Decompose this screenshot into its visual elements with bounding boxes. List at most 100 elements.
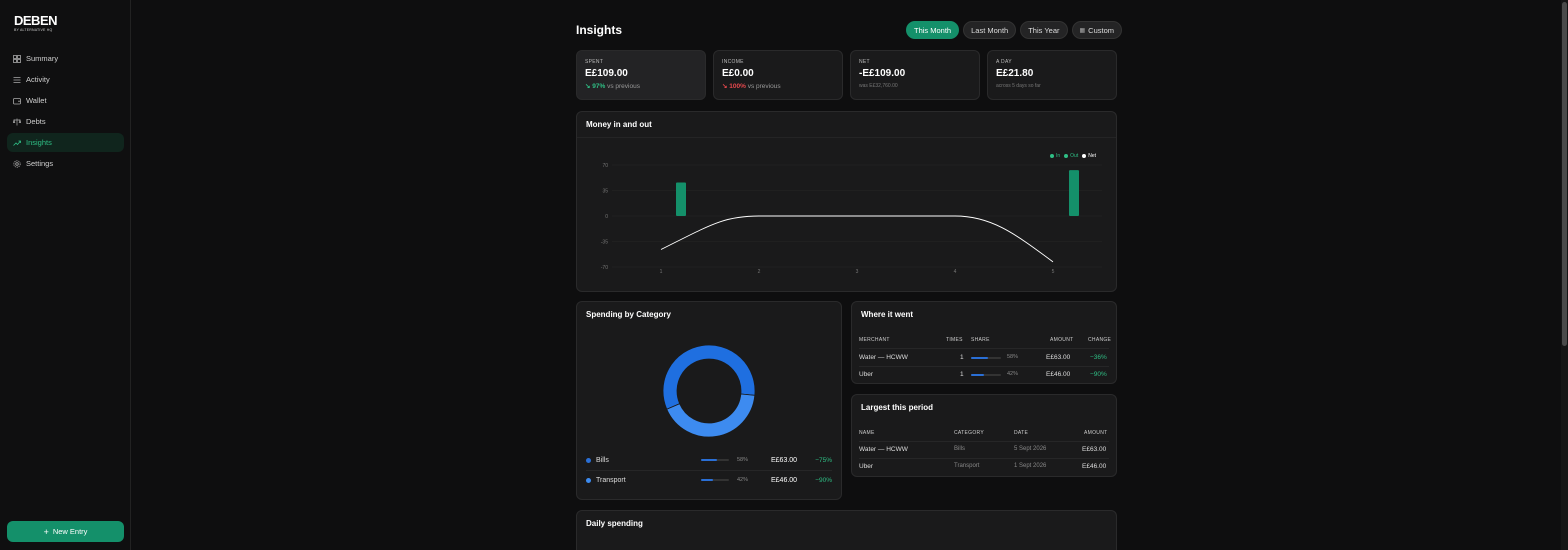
category-change: −90%: [815, 476, 832, 484]
brand-logo[interactable]: DEBEN BY ALTERNATIVE HQ: [14, 13, 58, 32]
x-tick-label: 3: [856, 269, 859, 275]
txn-date: 5 Sept 2026: [1014, 446, 1047, 452]
category-amount: E£63.00: [771, 456, 798, 464]
y-tick-label: -35: [601, 240, 608, 246]
category-panel: Spending by Category Bills 58% E£63.00 −…: [576, 301, 842, 500]
share-fill: [971, 374, 984, 376]
money-chart: 70 35 0 -35 -70 1 2 3 4 5: [601, 163, 1102, 275]
gear-icon: [13, 159, 21, 168]
y-tick-label: 70: [602, 163, 608, 169]
merchant-times: 1: [960, 371, 964, 378]
brand-name: DEBEN: [14, 13, 58, 28]
txn-date: 1 Sept 2026: [1014, 463, 1047, 469]
sidebar-item-activity[interactable]: Activity: [7, 70, 124, 89]
stat-card-net: NET -E£109.00 was E£32,760.00: [850, 50, 980, 100]
x-tick-label: 4: [954, 269, 957, 275]
tab-last-month[interactable]: Last Month: [963, 21, 1017, 39]
merchant-name: Uber: [859, 371, 874, 378]
stat-label: INCOME: [722, 59, 744, 65]
divider: [859, 348, 1109, 349]
tab-custom[interactable]: ▦ Custom: [1071, 21, 1123, 39]
divider: [586, 470, 832, 471]
stat-card-income: INCOME E£0.00 ↘ 100% vs previous: [713, 50, 843, 100]
wallet-icon: [13, 97, 21, 105]
stat-delta-suffix: vs previous: [747, 83, 781, 90]
stat-label: NET: [859, 59, 870, 65]
scrollbar[interactable]: [1561, 0, 1568, 550]
trend-icon: [13, 139, 21, 147]
category-name: Transport: [596, 476, 626, 484]
category-share: 58%: [737, 457, 749, 463]
donut-slice-transport[interactable]: [666, 393, 755, 437]
sidebar-item-insights[interactable]: Insights: [7, 133, 124, 152]
divider: [859, 366, 1109, 367]
share-bar: [971, 357, 1001, 359]
scrollbar-thumb[interactable]: [1562, 2, 1567, 346]
column-header: MERCHANT: [859, 337, 890, 343]
category-share-fill: [701, 479, 713, 481]
sidebar-item-wallet[interactable]: Wallet: [7, 91, 124, 110]
sidebar: DEBEN BY ALTERNATIVE HQ Summary Activity…: [0, 0, 131, 550]
sidebar-item-label: Wallet: [26, 96, 47, 105]
stat-delta: ↘ 100% vs previous: [722, 82, 834, 90]
column-header: CATEGORY: [954, 430, 984, 436]
legend-label: In: [1055, 153, 1061, 159]
page-title: Insights: [576, 23, 623, 37]
legend-label: Out: [1070, 153, 1079, 159]
merchant-change: −36%: [1090, 354, 1107, 361]
tab-this-year[interactable]: This Year: [1020, 21, 1068, 39]
sidebar-item-debts[interactable]: Debts: [7, 112, 124, 131]
stat-card-spent: SPENT E£109.00 ↘ 97% vs previous: [576, 50, 706, 100]
merchant-times: 1: [960, 354, 964, 361]
new-entry-label: New Entry: [52, 527, 88, 536]
stat-value: E£21.80: [996, 68, 1034, 79]
stat-delta-suffix: vs previous: [607, 83, 640, 90]
merchant-change: −90%: [1090, 371, 1107, 378]
bar: [676, 182, 686, 216]
stat-value: -E£109.00: [859, 68, 906, 79]
divider: [577, 137, 1116, 138]
panel-title: Money in and out: [586, 120, 652, 129]
sidebar-item-label: Summary: [26, 54, 59, 63]
category-share: 42%: [737, 477, 749, 483]
column-header: DATE: [1014, 430, 1029, 436]
x-tick-label: 2: [758, 269, 761, 275]
donut-slice-bills[interactable]: [663, 345, 755, 410]
sidebar-item-settings[interactable]: Settings: [7, 154, 124, 173]
category-share-fill: [701, 459, 718, 461]
category-row-transport[interactable]: Transport 42% E£46.00 −90%: [586, 471, 832, 489]
tab-custom-label: Custom: [1088, 25, 1115, 35]
panel-title: Where it went: [861, 310, 914, 319]
legend-label: Net: [1088, 153, 1096, 159]
merchant-amount: E£46.00: [1046, 371, 1071, 378]
chart-legend: In Out Net: [1049, 153, 1096, 159]
down-arrow-icon: ↘: [585, 83, 593, 90]
sidebar-item-label: Debts: [26, 117, 46, 126]
y-tick-label: 35: [602, 189, 608, 195]
category-amount: E£46.00: [771, 476, 798, 484]
series-line-net: [660, 215, 1054, 263]
scale-icon: [13, 118, 21, 126]
txn-amount: E£63.00: [1082, 446, 1107, 453]
money-chart-panel: Money in and out In Out Net 70 35 0 -35 -70 1…: [576, 111, 1117, 292]
column-header: CHANGE: [1088, 337, 1112, 343]
sidebar-item-label: Activity: [26, 75, 50, 84]
new-entry-button[interactable]: + New Entry: [7, 521, 124, 542]
legend-item-in: In: [1049, 153, 1061, 159]
category-row-bills[interactable]: Bills 58% E£63.00 −75%: [586, 451, 832, 469]
share-fill: [971, 357, 989, 359]
stat-value: E£0.00: [722, 68, 754, 79]
down-arrow-icon: ↘: [722, 83, 730, 90]
txn-category: Transport: [954, 463, 980, 469]
sidebar-item-summary[interactable]: Summary: [7, 49, 124, 68]
column-header: AMOUNT: [1050, 337, 1074, 343]
category-share-bar: [701, 479, 729, 481]
tab-this-month[interactable]: This Month: [906, 21, 960, 39]
stat-delta: ↘ 97% vs previous: [585, 82, 697, 90]
sidebar-item-label: Settings: [26, 159, 54, 168]
legend-item-net: Net: [1082, 153, 1096, 159]
range-tabs: This Month Last Month This Year ▦ Custom: [906, 21, 1123, 39]
column-header: NAME: [859, 430, 875, 436]
merchants-panel: Where it went MERCHANT TIMES SHARE AMOUN…: [851, 301, 1117, 384]
y-tick-label: 0: [605, 214, 608, 220]
